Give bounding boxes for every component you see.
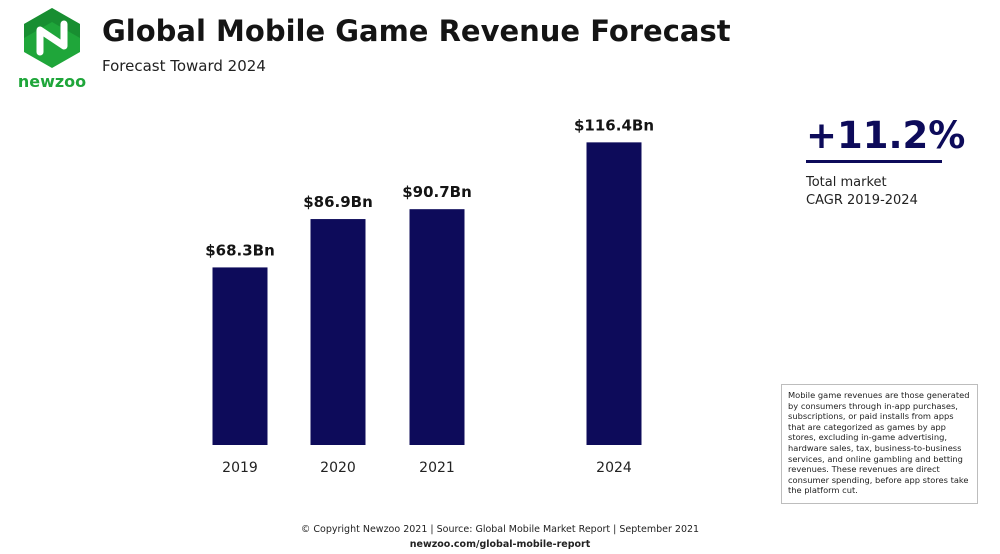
- cagr-underline: [806, 160, 942, 163]
- cagr-kpi: +11.2% Total market CAGR 2019-2024: [806, 114, 966, 210]
- x-tick-2020: 2020: [320, 460, 356, 476]
- x-tick-2024: 2024: [596, 460, 632, 476]
- data-label-2021: $90.7Bn: [402, 183, 472, 201]
- cagr-value: +11.2%: [806, 114, 966, 157]
- bar-2020: [310, 219, 366, 445]
- data-label-2020: $86.9Bn: [303, 193, 373, 211]
- logo-wordmark: newzoo: [17, 72, 87, 91]
- newzoo-logo: newzoo: [14, 6, 90, 91]
- data-label-2024: $116.4Bn: [574, 116, 654, 134]
- data-label-2019: $68.3Bn: [205, 241, 275, 259]
- bar-2021: [409, 209, 465, 445]
- revenue-bar-chart: $68.3Bn 2019 $86.9Bn 2020 $90.7Bn 2021 $116.4B…: [205, 116, 654, 476]
- page-title: Global Mobile Game Revenue Forecast: [102, 14, 731, 48]
- definition-note: Mobile game revenues are those generated…: [781, 384, 978, 504]
- x-tick-2019: 2019: [222, 460, 258, 476]
- bar-2024: [586, 142, 642, 446]
- footer-copyright: © Copyright Newzoo 2021 | Source: Global…: [300, 524, 700, 535]
- footer-url[interactable]: newzoo.com/global-mobile-report: [409, 539, 591, 550]
- x-tick-2021: 2021: [419, 460, 455, 476]
- cagr-description: Total market CAGR 2019-2024: [806, 175, 918, 208]
- newzoo-logo-icon: [24, 8, 80, 68]
- page-subtitle: Forecast Toward 2024: [102, 57, 266, 75]
- bar-2019: [212, 267, 268, 445]
